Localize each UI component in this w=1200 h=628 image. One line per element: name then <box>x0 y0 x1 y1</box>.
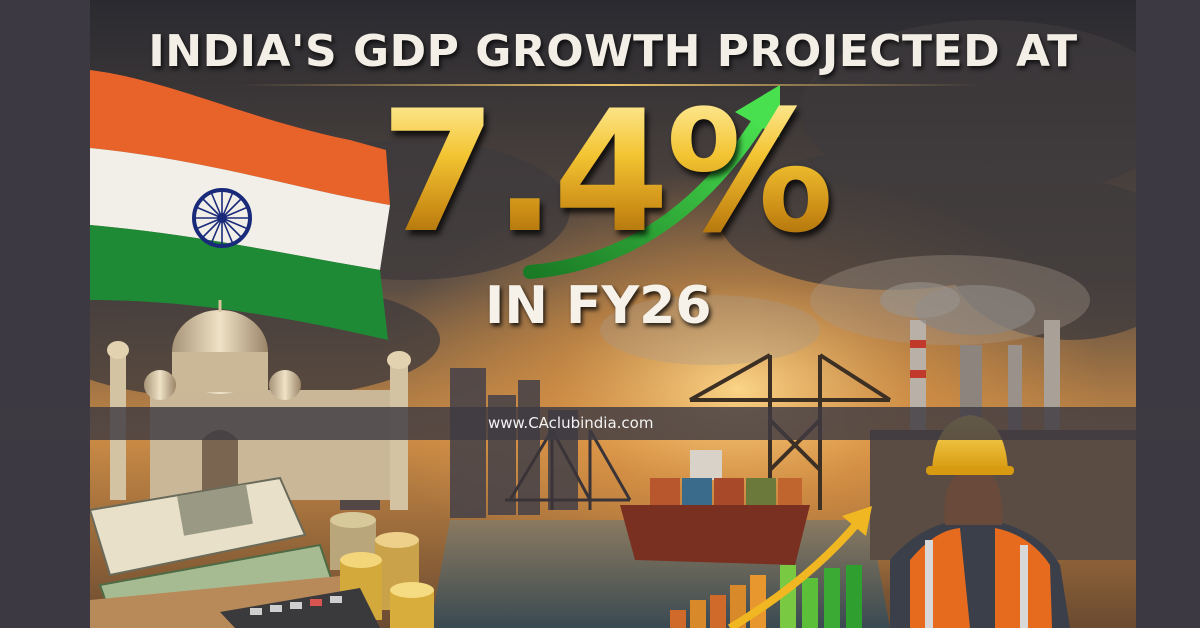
headline: INDIA'S GDP GROWTH PROJECTED AT <box>148 26 1078 77</box>
headline-divider <box>240 84 980 86</box>
poster-illustration <box>90 0 1136 628</box>
bar-growth-icon <box>670 565 862 628</box>
worker-hardhat-icon <box>890 415 1070 628</box>
india-flag-icon <box>90 70 390 340</box>
left-margin <box>0 0 90 628</box>
bridge <box>505 429 632 510</box>
right-margin <box>1136 0 1200 628</box>
gdp-poster: INDIA'S GDP GROWTH PROJECTED AT 7.4% IN … <box>90 0 1136 628</box>
watermark-band <box>0 407 1200 440</box>
growth-arrow-icon <box>523 85 780 279</box>
fiscal-year-label: IN FY26 <box>485 276 712 336</box>
currency-notes-icon <box>90 476 360 628</box>
website-link[interactable]: www.CAclubindia.com <box>488 414 654 432</box>
calculator-icon <box>220 588 380 628</box>
cargo-ship-icon <box>620 450 810 565</box>
gdp-figure: 7.4% <box>380 74 834 270</box>
coin-stack-icon <box>330 512 434 628</box>
growth-arrow-icon <box>727 506 872 628</box>
